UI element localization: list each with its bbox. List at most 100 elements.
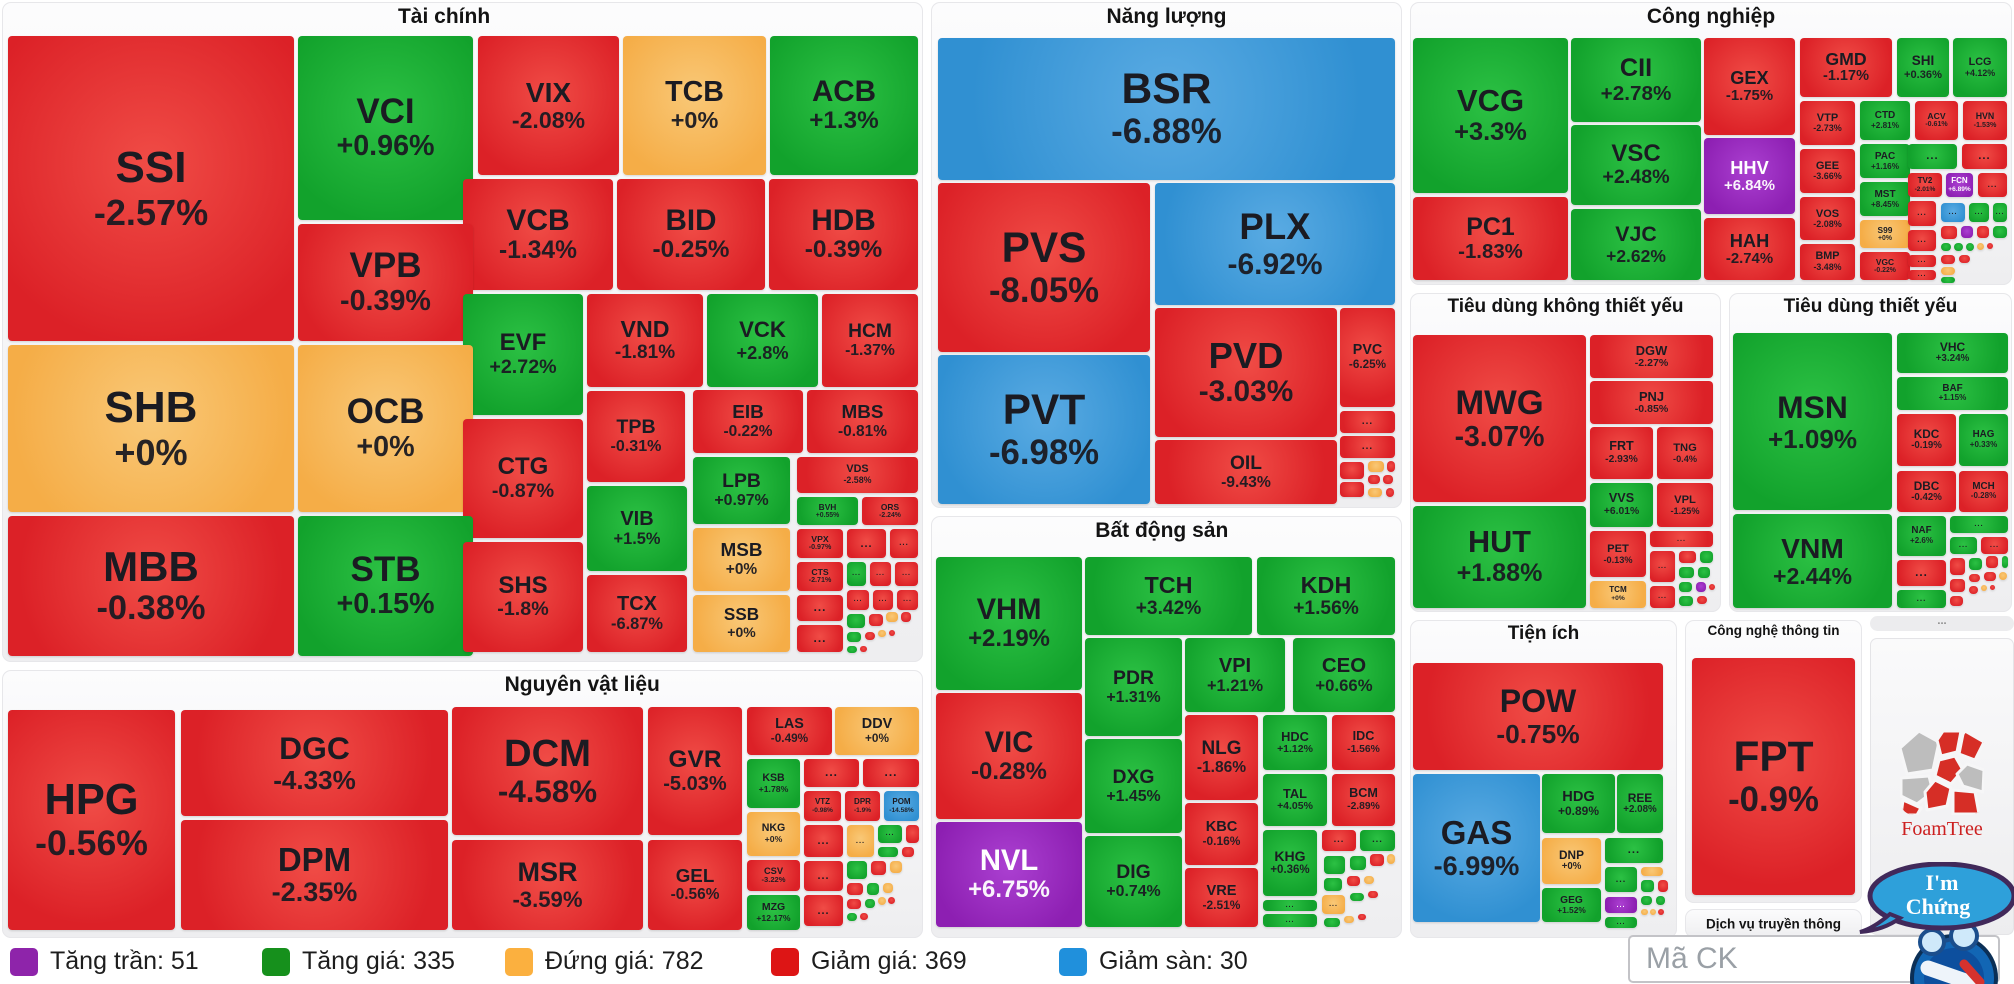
tile-chip[interactable] xyxy=(1696,582,1706,592)
tile-pom[interactable]: POM -14.58% xyxy=(884,791,919,821)
tile-bsr[interactable]: BSR -6.88% xyxy=(938,38,1395,180)
tile-vjc[interactable]: VJC +2.62% xyxy=(1571,209,1701,280)
tile-chip[interactable]: ... xyxy=(847,825,874,857)
tile-pvt[interactable]: PVT -6.98% xyxy=(938,355,1150,504)
tile-msb[interactable]: MSB +0% xyxy=(693,528,790,591)
tile-frt[interactable]: FRT -2.93% xyxy=(1590,427,1653,479)
tile-gex[interactable]: GEX -1.75% xyxy=(1704,38,1795,135)
tile-hpg[interactable]: HPG -0.56% xyxy=(8,710,175,930)
tile-chip[interactable]: ... xyxy=(1360,830,1395,851)
tile-tcb[interactable]: TCB +0% xyxy=(623,36,766,175)
tile-chip[interactable]: ... xyxy=(1340,411,1395,433)
tile-pet[interactable]: PET -0.13% xyxy=(1590,531,1646,577)
tile-chip[interactable] xyxy=(901,612,911,622)
tile-vcb[interactable]: VCB -1.34% xyxy=(463,179,613,290)
tile-chip[interactable] xyxy=(869,614,883,626)
tile-chip[interactable] xyxy=(867,883,879,895)
tile-fcn[interactable]: FCN +6.89% xyxy=(1946,173,1973,197)
section-title-tieu-dung-thiet-yeu[interactable]: Tiêu dùng thiết yếu xyxy=(1783,296,1958,317)
tile-gvr[interactable]: GVR -5.03% xyxy=(648,707,742,835)
tile-chip[interactable] xyxy=(865,899,875,908)
tile-cii[interactable]: CII +2.78% xyxy=(1571,38,1701,122)
tile-chip[interactable] xyxy=(1941,226,1957,239)
tile-vcg[interactable]: VCG +3.3% xyxy=(1413,38,1568,193)
tile-bid[interactable]: BID -0.25% xyxy=(617,179,765,290)
tile-chip[interactable] xyxy=(1383,475,1393,484)
tile-chip[interactable]: ... xyxy=(1981,537,2008,554)
tile-chip[interactable]: ... xyxy=(1908,201,1936,226)
foamtree-logo-icon[interactable] xyxy=(1899,730,1985,816)
tile-pc1[interactable]: PC1 -1.83% xyxy=(1413,197,1568,280)
section-title-tai-chinh[interactable]: Tài chính xyxy=(397,5,491,28)
tile-chip[interactable]: ... xyxy=(847,529,886,558)
tile-chip[interactable] xyxy=(1364,876,1374,884)
collapsed-group[interactable]: ... xyxy=(1870,616,2014,631)
tile-pvd[interactable]: PVD -3.03% xyxy=(1155,308,1337,437)
tile-chip[interactable]: ... xyxy=(1908,270,1936,280)
tile-ors[interactable]: ORS -2.24% xyxy=(862,497,918,525)
tile-pdr[interactable]: PDR +1.31% xyxy=(1085,638,1182,736)
tile-chip[interactable]: ... xyxy=(1908,230,1936,251)
tile-vck[interactable]: VCK +2.8% xyxy=(707,294,818,387)
tile-chip[interactable] xyxy=(1993,226,2007,238)
tile-chip[interactable] xyxy=(847,913,857,921)
tile-chip[interactable] xyxy=(1977,226,1989,238)
tile-hdg[interactable]: HDG +0.89% xyxy=(1542,774,1615,833)
tile-chip[interactable] xyxy=(1358,914,1366,920)
tile-chip[interactable]: ... xyxy=(1950,537,1977,554)
tile-chip[interactable]: ... xyxy=(1650,586,1675,608)
tile-vvs[interactable]: VVS +6.01% xyxy=(1590,483,1653,527)
section-title-dich-vu-truyen-thong[interactable]: Dịch vụ truyền thông xyxy=(1706,916,1841,931)
tile-ctg[interactable]: CTG -0.87% xyxy=(463,419,583,538)
tile-chip[interactable] xyxy=(1709,584,1715,590)
tile-fpt[interactable]: FPT -0.9% xyxy=(1692,658,1855,895)
tile-chip[interactable]: ... xyxy=(1605,838,1663,863)
tile-chip[interactable] xyxy=(1679,582,1692,592)
tile-chip[interactable] xyxy=(871,861,886,875)
tile-evf[interactable]: EVF +2.72% xyxy=(463,294,583,415)
tile-mzg[interactable]: MZG +12.17% xyxy=(747,895,800,930)
tile-hag[interactable]: HAG +0.33% xyxy=(1959,414,2008,466)
tile-chip[interactable]: ... xyxy=(1605,917,1637,928)
tile-las[interactable]: LAS -0.49% xyxy=(747,707,832,755)
tile-vgc[interactable]: VGC -0.22% xyxy=(1860,252,1910,280)
tile-tcx[interactable]: TCX -6.87% xyxy=(587,575,687,652)
tile-chip[interactable] xyxy=(2002,556,2008,568)
tile-ksb[interactable]: KSB +1.78% xyxy=(747,759,800,808)
tile-chip[interactable] xyxy=(847,899,861,909)
tile-gel[interactable]: GEL -0.56% xyxy=(648,840,742,930)
section-title-nguyen-vat-lieu[interactable]: Nguyên vật liệu xyxy=(504,673,660,696)
tile-vnm[interactable]: VNM +2.44% xyxy=(1733,514,1892,608)
tile-dbc[interactable]: DBC -0.42% xyxy=(1897,471,1956,512)
tile-chip[interactable] xyxy=(1368,461,1384,472)
tile-kdc[interactable]: KDC -0.19% xyxy=(1897,414,1956,466)
tile-chip[interactable] xyxy=(1370,854,1384,866)
tile-hut[interactable]: HUT +1.88% xyxy=(1413,506,1586,608)
tile-chip[interactable] xyxy=(1387,854,1395,864)
tile-chip[interactable] xyxy=(890,861,902,873)
tile-chip[interactable] xyxy=(1969,558,1982,570)
tile-hdc[interactable]: HDC +1.12% xyxy=(1263,715,1327,770)
tile-chip[interactable]: ... xyxy=(1263,900,1317,911)
tile-chip[interactable] xyxy=(1969,574,1980,582)
tile-chip[interactable] xyxy=(1641,867,1663,876)
tile-ssb[interactable]: SSB +0% xyxy=(693,595,790,652)
tile-chip[interactable] xyxy=(1641,880,1654,892)
tile-ocb[interactable]: OCB +0% xyxy=(298,345,473,512)
tile-vic[interactable]: VIC -0.28% xyxy=(936,693,1082,819)
tile-chip[interactable]: ... xyxy=(1962,144,2007,169)
tile-chip[interactable] xyxy=(1700,551,1713,563)
tile-mwg[interactable]: MWG -3.07% xyxy=(1413,335,1586,502)
tile-mst[interactable]: MST +8.45% xyxy=(1860,182,1910,216)
tile-vsc[interactable]: VSC +2.48% xyxy=(1571,125,1701,205)
tile-chip[interactable]: ... xyxy=(895,562,918,586)
tile-dpm[interactable]: DPM -2.35% xyxy=(181,820,448,930)
tile-vds[interactable]: VDS -2.58% xyxy=(797,457,918,493)
tile-vpb[interactable]: VPB -0.39% xyxy=(298,224,473,341)
tile-lcg[interactable]: LCG +4.12% xyxy=(1953,38,2007,97)
tile-chip[interactable] xyxy=(878,630,886,637)
tile-plx[interactable]: PLX -6.92% xyxy=(1155,183,1395,305)
tile-msn[interactable]: MSN +1.09% xyxy=(1733,333,1892,510)
tile-mch[interactable]: MCH -0.28% xyxy=(1959,471,2008,512)
tile-gee[interactable]: GEE -3.66% xyxy=(1800,149,1855,193)
